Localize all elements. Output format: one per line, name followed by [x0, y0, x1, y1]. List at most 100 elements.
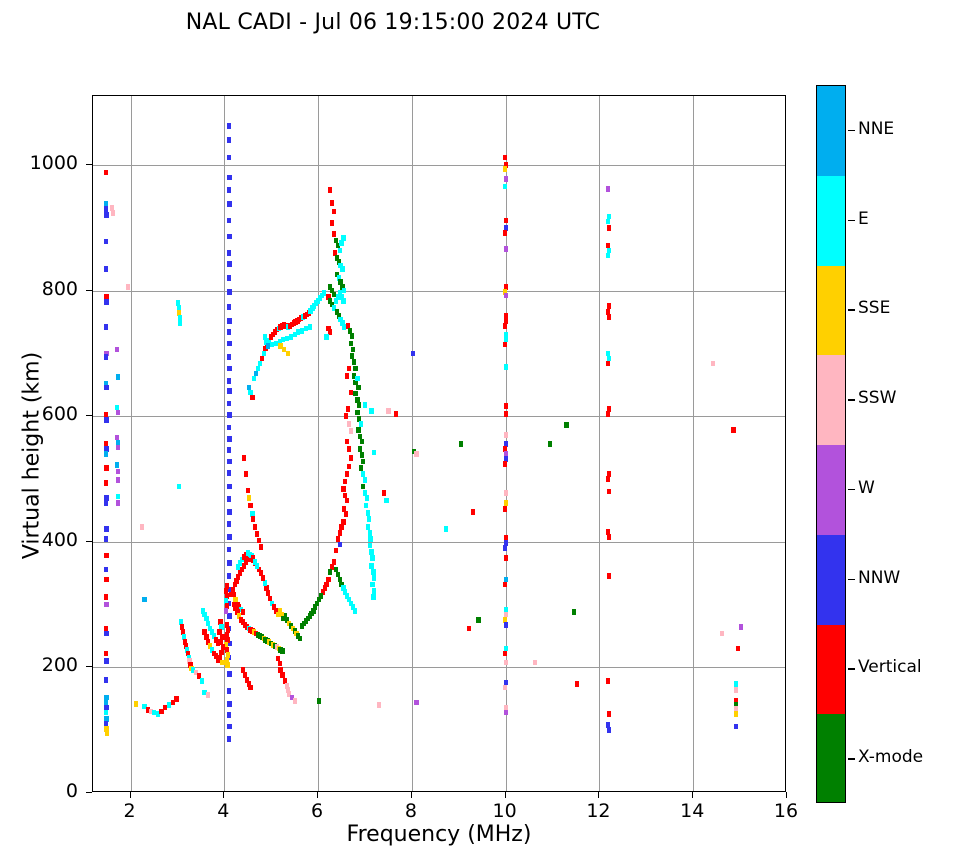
echo-point [226, 572, 232, 579]
echo-point [255, 531, 260, 538]
echo-point [503, 289, 508, 295]
echo-point [605, 309, 610, 315]
echo-point [606, 410, 611, 417]
echo-point [337, 541, 342, 548]
echo-point [104, 500, 109, 506]
x-tick-label: 12 [586, 800, 611, 822]
echo-point [605, 186, 610, 192]
echo-point [466, 625, 472, 632]
echo-point [503, 490, 508, 496]
echo-point [104, 729, 110, 736]
echo-point [226, 688, 232, 695]
x-tick-label: 8 [404, 800, 417, 822]
echo-point [283, 678, 288, 685]
echo-point [333, 566, 338, 573]
echo-point [367, 542, 372, 549]
echo-point [104, 266, 109, 273]
colorbar-segment-nnw [817, 534, 845, 625]
echo-point [256, 566, 262, 573]
echo-point [104, 451, 109, 457]
echo-point [224, 582, 229, 589]
echo-point [277, 660, 282, 667]
echo-point [336, 275, 341, 281]
echo-point [335, 571, 340, 578]
echo-point [503, 336, 508, 343]
colorbar-tick [848, 578, 855, 581]
colorbar-tick [848, 129, 855, 132]
echo-point [231, 591, 236, 598]
echo-point [734, 698, 739, 705]
echo-point [503, 162, 508, 168]
echo-point [503, 446, 508, 452]
echo-point [280, 672, 285, 678]
echo-point [300, 328, 305, 334]
echo-point [242, 672, 248, 678]
echo-point [381, 490, 386, 496]
echo-point [346, 420, 352, 427]
echo-point [227, 613, 232, 619]
echo-point [331, 291, 337, 298]
echo-point [355, 375, 360, 382]
echo-point [259, 355, 264, 362]
echo-point [351, 359, 356, 366]
colorbar-tick [848, 758, 855, 760]
y-tick-label: 1000 [29, 152, 78, 175]
echo-point [257, 360, 263, 367]
echo-point [503, 331, 508, 338]
echo-point [208, 643, 213, 649]
echo-point [227, 723, 232, 730]
echo-point [104, 650, 109, 657]
echo-point [470, 508, 475, 515]
echo-point [503, 709, 508, 716]
echo-point [503, 684, 508, 691]
echo-point [313, 604, 318, 610]
echo-point [328, 187, 333, 193]
echo-point [261, 350, 266, 357]
echo-point [126, 284, 131, 290]
echo-point [348, 389, 353, 396]
echo-point [104, 704, 109, 711]
echo-point [734, 687, 739, 693]
echo-point [564, 422, 569, 428]
echo-point [163, 704, 168, 711]
echo-point [342, 506, 347, 512]
echo-point [606, 302, 611, 309]
echo-point [710, 360, 716, 367]
echo-point [258, 544, 263, 550]
echo-point [226, 329, 232, 335]
echo-point [223, 598, 228, 604]
echo-point [316, 698, 322, 705]
echo-point [367, 530, 372, 536]
echo-point [330, 199, 335, 206]
echo-point [343, 478, 348, 485]
echo-point [606, 711, 611, 717]
colorbar [816, 85, 846, 803]
echo-point [236, 574, 241, 580]
echo-point [331, 559, 337, 565]
echo-point [155, 711, 160, 717]
echo-point [371, 569, 376, 575]
echo-point [503, 217, 508, 224]
echo-point [255, 365, 261, 372]
echo-point [104, 354, 109, 361]
echo-point [333, 237, 338, 244]
echo-point [338, 262, 343, 269]
echo-point [224, 641, 229, 648]
echo-point [262, 334, 267, 340]
echo-point [104, 658, 109, 664]
echo-point [273, 340, 278, 347]
echo-point [296, 329, 301, 335]
echo-point [346, 463, 352, 470]
echo-point [237, 613, 242, 619]
colorbar-label-x-mode: X-mode [858, 747, 924, 768]
echo-point [226, 304, 232, 310]
y-tick-label: 200 [41, 654, 78, 677]
echo-point [275, 611, 280, 618]
echo-point [252, 375, 257, 382]
echo-point [226, 712, 232, 718]
echo-point [340, 266, 345, 273]
echo-point [606, 247, 611, 254]
echo-point [104, 479, 109, 486]
echo-point [503, 176, 508, 182]
echo-point [345, 405, 351, 412]
